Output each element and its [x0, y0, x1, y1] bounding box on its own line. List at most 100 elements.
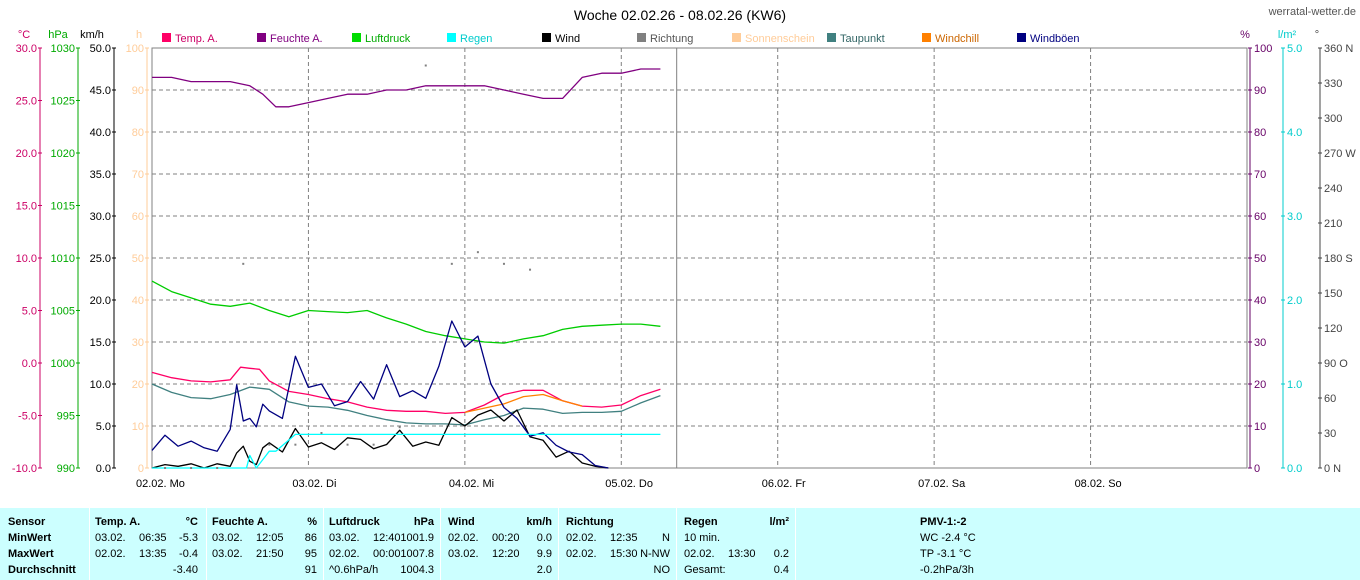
temp-head: Temp. A. [95, 516, 141, 528]
legend-label-taupunkt: Taupunkt [840, 33, 885, 45]
rain-tick-label: 4.0 [1287, 127, 1302, 139]
temp-tick-label: 15.0 [16, 201, 37, 213]
direction-point [372, 443, 375, 446]
temp-min-date: 03.02. [95, 532, 126, 544]
dir-tick-label: 360 N [1324, 43, 1353, 55]
chart-title: Woche 02.02.26 - 08.02.26 (KW6) [574, 7, 786, 23]
rain-avg: 0.4 [773, 564, 789, 576]
temp-tick-label: 30.0 [16, 43, 37, 55]
sun-tick-label: 100 [126, 43, 144, 55]
dir-tick-label: 150 [1324, 288, 1342, 300]
hum-tick-label: 90 [1254, 85, 1266, 97]
press-tick-label: 1015 [51, 201, 75, 213]
legend-label-luftdruck: Luftdruck [365, 33, 411, 45]
direction-point [294, 443, 297, 446]
dir-min-val: N [662, 532, 670, 544]
sun-tick-label: 50 [132, 253, 144, 265]
legend-swatch-regen [447, 33, 456, 42]
sun-tick-label: 90 [132, 85, 144, 97]
temp-max-time: 13:35 [139, 548, 167, 560]
direction-point [268, 443, 271, 446]
legend-label-wind: Wind [555, 33, 580, 45]
press-min-val: 1001.9 [400, 532, 434, 544]
wind-tick-label: 0.0 [96, 463, 111, 475]
wind-max-val: 9.9 [536, 548, 552, 560]
direction-point [346, 443, 349, 446]
hum-tick-label: 100 [1254, 43, 1272, 55]
rain-head: Regen [684, 516, 718, 528]
col-press: Luftdruck hPa 03.02. 12:40 1001.9 02.02.… [323, 508, 441, 580]
hum-tick-label: 10 [1254, 421, 1266, 433]
wind-max-date: 03.02. [448, 548, 479, 560]
rain-tick-label: 5.0 [1287, 43, 1302, 55]
hum-avg: 91 [304, 564, 317, 576]
wind-avg: 2.0 [536, 564, 552, 576]
col-temp: Temp. A. °C 03.02. 06:35 -5.3 02.02. 13:… [89, 508, 207, 580]
rain-min-label: 10 min. [684, 532, 721, 544]
direction-point [450, 262, 453, 265]
axes: °C 30.0 25.0 20.0 15.0 10.0 5.0 0.0 -5.0 -10.0 hPa… [12, 29, 1356, 475]
press-tick-label: 1030 [51, 43, 75, 55]
sun-tick-label: 40 [132, 295, 144, 307]
direction-point [216, 467, 219, 469]
hum-max-date: 03.02. [212, 548, 243, 560]
press-axis-unit: hPa [48, 29, 68, 41]
rain-avg-label: Gesamt: [684, 564, 726, 576]
hum-tick-label: 50 [1254, 253, 1266, 265]
dir-avg: NO [653, 564, 671, 576]
sun-tick-label: 0 [138, 463, 144, 475]
series-taupunkt [151, 383, 661, 426]
hum-tick-label: 60 [1254, 211, 1266, 223]
wind-unit: km/h [526, 516, 552, 528]
dir-tick-label: 240 [1324, 183, 1342, 195]
wind-min-time: 00:20 [492, 532, 520, 544]
col-wind: Wind km/h 02.02. 00:20 0.0 03.02. 12:20 … [440, 508, 559, 580]
col-labels: Sensor MinWert MaxWert Durchschnitt [0, 508, 90, 580]
sun-tick-label: 60 [132, 211, 144, 223]
dir-tick-label: 210 [1324, 218, 1342, 230]
series-feuchte-a [152, 68, 661, 108]
x-day-label: 05.02. Do [605, 478, 653, 490]
direction-point [476, 251, 479, 254]
press-unit: hPa [413, 516, 434, 528]
rain-max-date: 02.02. [684, 548, 715, 560]
temp-tick-label: 5.0 [22, 306, 37, 318]
rain-tick-label: 2.0 [1287, 295, 1302, 307]
sun-tick-label: 80 [132, 127, 144, 139]
temp-tick-label: -5.0 [18, 411, 37, 423]
pmv-wc: WC -2.4 °C [920, 532, 976, 544]
temp-max-date: 02.02. [95, 548, 126, 560]
wind-tick-label: 50.0 [90, 43, 111, 55]
press-tick-label: 1025 [51, 96, 75, 108]
legend-label-richtung: Richtung [650, 33, 693, 45]
press-tick-label: 1000 [51, 358, 75, 370]
dir-axis-unit: ° [1315, 29, 1319, 41]
pmv-head: PMV-1:-2 [920, 516, 967, 528]
grid [151, 47, 1248, 469]
legend-swatch-temp-a [162, 33, 171, 42]
direction-point [529, 268, 532, 271]
wind-tick-label: 35.0 [90, 169, 111, 181]
press-avg: 1004.3 [400, 564, 434, 576]
sun-tick-label: 30 [132, 337, 144, 349]
hum-axis-unit: % [1240, 29, 1250, 41]
col-pmv: PMV-1:-2 WC -2.4 °C TP -3.1 °C -0.2hPa/3… [795, 508, 1360, 580]
direction-point [502, 262, 505, 265]
x-day-label: 08.02. So [1075, 478, 1122, 490]
hum-tick-label: 30 [1254, 337, 1266, 349]
press-max-val: 1007.8 [400, 548, 434, 560]
pmv-trend: -0.2hPa/3h [920, 564, 974, 576]
legend-swatch-windb-en [1017, 33, 1026, 42]
legend-swatch-sonnenschein [732, 33, 741, 42]
press-trend: ^0.6hPa/h [329, 564, 379, 576]
temp-min-time: 06:35 [139, 532, 167, 544]
direction-point [320, 432, 323, 434]
wind-tick-label: 20.0 [90, 295, 111, 307]
hum-max-time: 21:50 [256, 548, 284, 560]
temp-tick-label: 25.0 [16, 96, 37, 108]
rain-max-time: 13:30 [728, 548, 756, 560]
hum-min-val: 86 [304, 532, 317, 544]
legend-label-temp-a: Temp. A. [175, 33, 218, 45]
sun-tick-label: 70 [132, 169, 144, 181]
direction-point [190, 467, 193, 469]
